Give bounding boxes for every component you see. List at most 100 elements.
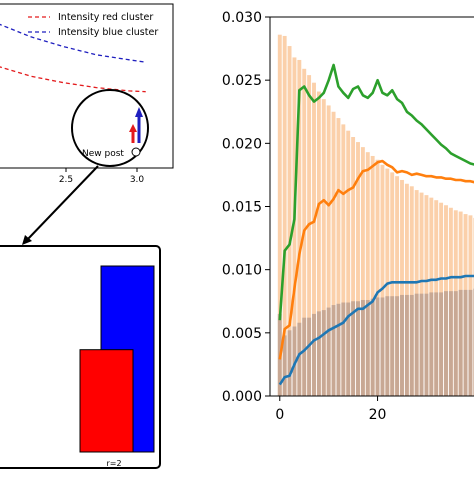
bar-back bbox=[331, 111, 336, 396]
bar-back bbox=[404, 183, 409, 396]
main-series-line bbox=[278, 274, 474, 386]
bar-back bbox=[341, 124, 346, 396]
main-series-line bbox=[278, 159, 474, 360]
bar-back bbox=[390, 172, 395, 396]
bar-back bbox=[287, 46, 292, 396]
main-axes: 0.000 0.005 0.010 0.015 0.020 0.025 0.030 0 20 bbox=[222, 10, 474, 423]
bar-back bbox=[409, 186, 414, 396]
x-tick-label: 0 bbox=[275, 407, 284, 423]
intensity-panel: Intensity red cluster Intensity blue clu… bbox=[0, 3, 174, 185]
bar-front bbox=[341, 302, 346, 396]
y-tick-label: 0.030 bbox=[222, 10, 262, 26]
bar-front bbox=[331, 305, 336, 396]
main-bars-front bbox=[277, 288, 474, 396]
bar-back bbox=[292, 57, 297, 396]
bar-back bbox=[380, 164, 385, 396]
intensity-panel-frame bbox=[0, 3, 174, 169]
bar-back bbox=[375, 159, 380, 396]
y-tick-label: 0.025 bbox=[222, 73, 262, 89]
bar-front bbox=[414, 293, 419, 396]
bar-back bbox=[395, 176, 400, 396]
bar-back bbox=[370, 155, 375, 396]
bar-front bbox=[316, 311, 321, 396]
bar-back bbox=[400, 179, 404, 396]
main-lines bbox=[278, 63, 474, 386]
bar-front bbox=[448, 291, 453, 396]
intensity-legend: Intensity red cluster Intensity blue clu… bbox=[28, 12, 158, 38]
bar-front bbox=[370, 298, 375, 396]
y-tick-label: 0.015 bbox=[222, 200, 262, 216]
bar-front bbox=[297, 322, 302, 396]
x-tick-label-3.0: 3.0 bbox=[130, 175, 145, 185]
bar-front bbox=[351, 301, 356, 396]
new-post-marker bbox=[131, 147, 141, 157]
bar-back bbox=[326, 105, 331, 396]
bar-front bbox=[458, 289, 463, 396]
bar-back bbox=[414, 190, 419, 396]
y-tick-label: 0.000 bbox=[222, 389, 262, 405]
connector-line bbox=[26, 165, 99, 241]
bar-front bbox=[419, 293, 424, 396]
bar-back bbox=[312, 82, 316, 397]
intensity-series-red bbox=[0, 66, 146, 93]
intensity-series-blue bbox=[0, 23, 146, 63]
zoom-connector bbox=[22, 165, 99, 245]
bar-front bbox=[439, 292, 444, 396]
bar-back bbox=[351, 137, 356, 396]
bar-front bbox=[395, 296, 400, 396]
bar-front bbox=[356, 301, 360, 396]
blue-arrow-head bbox=[135, 107, 143, 117]
bar-front bbox=[385, 296, 390, 396]
bar-front bbox=[444, 291, 448, 396]
new-post-label: New post bbox=[82, 149, 124, 159]
bar-front bbox=[390, 296, 395, 396]
bar-back bbox=[297, 59, 302, 396]
bar-front bbox=[375, 297, 380, 396]
bar-back bbox=[277, 34, 282, 396]
bar-front bbox=[282, 335, 287, 396]
zoom-bars bbox=[79, 265, 155, 453]
bar-front bbox=[336, 303, 341, 396]
bar-front bbox=[360, 299, 365, 396]
bar-front bbox=[287, 330, 292, 396]
x-tick-label: 20 bbox=[369, 407, 387, 423]
bar-back bbox=[336, 118, 341, 397]
bar-front bbox=[400, 294, 404, 396]
bar-front bbox=[380, 297, 385, 396]
red-arrow-head bbox=[129, 124, 137, 132]
intensity-x-ticks: 2.5 3.0 bbox=[59, 168, 145, 185]
bar-back bbox=[356, 142, 360, 396]
bar-front bbox=[307, 317, 312, 396]
main-chart: 0.000 0.005 0.010 0.015 0.020 0.025 0.030 0 20 bbox=[222, 10, 474, 423]
x-tick-label-2.5: 2.5 bbox=[59, 175, 73, 185]
bar-back bbox=[307, 75, 312, 396]
zoom-bar-red bbox=[79, 349, 134, 453]
connector-arrow-head bbox=[22, 235, 32, 245]
bar-front bbox=[404, 294, 409, 396]
bar-front bbox=[463, 289, 468, 396]
legend-label-blue: Intensity blue cluster bbox=[58, 27, 158, 38]
zoom-panel: r=2 bbox=[0, 245, 161, 469]
intensity-arrows bbox=[129, 107, 143, 143]
zoom-x-label: r=2 bbox=[106, 459, 121, 468]
bar-front bbox=[468, 289, 473, 396]
y-tick-label: 0.020 bbox=[222, 136, 262, 152]
y-tick-label: 0.005 bbox=[222, 326, 262, 342]
bar-front bbox=[434, 292, 439, 396]
bar-front bbox=[429, 292, 434, 396]
bar-back bbox=[321, 99, 326, 396]
bar-back bbox=[316, 91, 321, 396]
bar-front bbox=[302, 317, 307, 396]
bar-front bbox=[292, 326, 297, 396]
bar-back bbox=[282, 35, 287, 396]
bar-front bbox=[346, 302, 351, 396]
bar-front bbox=[424, 293, 429, 396]
legend-label-red: Intensity red cluster bbox=[58, 12, 153, 23]
bar-back bbox=[365, 152, 370, 396]
bar-front bbox=[326, 307, 331, 396]
bar-front bbox=[453, 291, 458, 396]
bar-back bbox=[360, 147, 365, 396]
main-series-line bbox=[278, 63, 474, 321]
